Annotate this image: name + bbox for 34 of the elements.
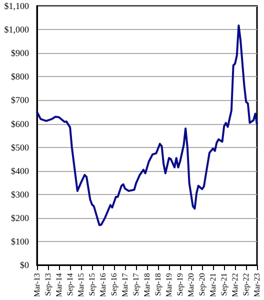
x-tick-label: Mar-15 [76,273,86,298]
y-tick-label: $1,100 [4,1,30,11]
y-tick-label: $0 [20,260,30,270]
x-tick-label: Sep-18 [154,273,163,296]
x-tick-label: Sep-15 [88,273,97,296]
x-tick-label: Mar-20 [186,273,196,298]
y-tick-label: $800 [11,72,30,82]
x-tick-label: Mar-21 [208,273,218,298]
x-tick-label: Sep-17 [132,273,141,296]
y-tick-label: $100 [11,236,30,247]
x-tick-label: Sep-21 [220,273,229,296]
y-tick-label: $300 [11,189,30,200]
y-tick-label: $1,000 [4,24,30,35]
x-tick-label: Sep-13 [44,273,53,296]
x-tick-label: Sep-20 [198,273,207,296]
x-tick-label: Sep-22 [242,273,251,296]
x-tick-label: Sep-14 [66,273,75,296]
y-tick-label: $700 [11,95,30,106]
x-tick-label: Mar-18 [142,273,152,298]
y-tick-label: $200 [11,213,30,224]
x-tick-label: Mar-16 [98,273,108,298]
x-tick-label: Mar-14 [54,273,64,298]
line-series [36,24,258,226]
x-tick-label: Mar-19 [164,273,174,298]
y-tick-label: $400 [11,166,30,176]
x-tick-label: Mar-17 [120,273,130,298]
y-tick-label: $900 [11,48,30,58]
x-tick-label: Mar-22 [230,273,240,298]
x-tick-label: Mar-13 [32,273,42,298]
y-tick-label: $600 [11,118,30,129]
x-tick-label: Mar-23 [252,273,262,298]
y-tick-label: $500 [11,142,30,152]
x-tick-label: Sep-19 [176,273,185,296]
x-tick-label: Sep-16 [110,273,119,296]
